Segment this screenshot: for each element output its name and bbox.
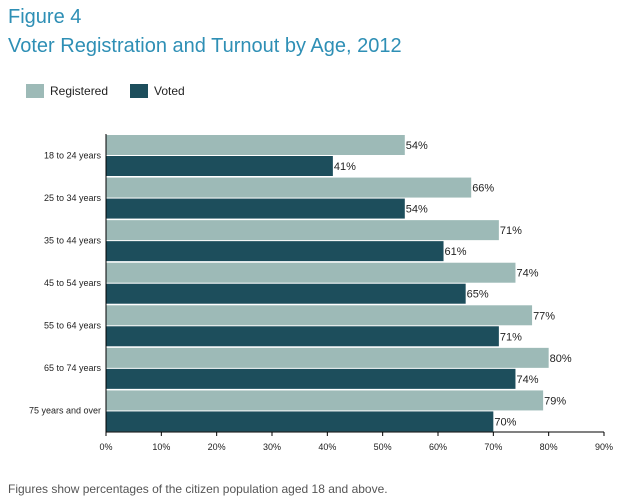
legend: Registered Voted xyxy=(26,84,207,98)
bar-voted-4 xyxy=(106,326,499,347)
bar-registered-0 xyxy=(106,135,405,155)
category-label-6: 75 years and over xyxy=(29,406,101,416)
category-label-4: 55 to 64 years xyxy=(44,321,102,331)
data-label-registered-4: 77% xyxy=(533,310,555,322)
x-tick-label-8: 80% xyxy=(540,442,558,452)
x-tick-label-2: 20% xyxy=(208,442,226,452)
x-tick-label-0: 0% xyxy=(99,442,112,452)
bar-voted-6 xyxy=(106,411,494,432)
data-label-registered-5: 80% xyxy=(550,353,572,365)
data-label-voted-5: 74% xyxy=(516,374,538,386)
data-label-registered-6: 79% xyxy=(544,395,566,407)
bar-registered-3 xyxy=(106,262,516,283)
footnote: Figures show percentages of the citizen … xyxy=(8,482,388,496)
data-label-voted-6: 70% xyxy=(494,416,516,428)
data-label-registered-1: 66% xyxy=(472,183,494,195)
bar-voted-1 xyxy=(106,198,405,219)
bar-registered-4 xyxy=(106,305,533,326)
data-label-registered-0: 54% xyxy=(406,140,428,152)
category-label-2: 35 to 44 years xyxy=(44,235,102,245)
data-label-voted-0: 41% xyxy=(334,161,356,173)
legend-item-voted: Voted xyxy=(130,84,185,98)
bar-registered-1 xyxy=(106,177,472,198)
bar-voted-5 xyxy=(106,368,516,389)
category-label-3: 45 to 54 years xyxy=(44,278,102,288)
legend-swatch-registered xyxy=(26,84,44,98)
category-label-1: 25 to 34 years xyxy=(44,193,102,203)
bar-registered-5 xyxy=(106,347,549,368)
chart-title: Voter Registration and Turnout by Age, 2… xyxy=(8,35,402,57)
legend-item-registered: Registered xyxy=(26,84,108,98)
x-tick-label-4: 40% xyxy=(318,442,336,452)
x-tick-label-9: 90% xyxy=(595,442,613,452)
x-tick-label-7: 70% xyxy=(484,442,502,452)
x-tick-label-6: 60% xyxy=(429,442,447,452)
bar-voted-2 xyxy=(106,241,444,262)
category-label-0: 18 to 24 years xyxy=(44,150,102,160)
legend-label-registered: Registered xyxy=(50,84,109,98)
data-label-voted-4: 71% xyxy=(500,331,522,343)
bar-registered-2 xyxy=(106,220,499,241)
legend-label-voted: Voted xyxy=(154,84,185,98)
bar-registered-6 xyxy=(106,390,544,411)
bar-voted-3 xyxy=(106,283,466,304)
data-label-voted-1: 54% xyxy=(406,204,428,216)
figure-label: Figure 4 xyxy=(8,6,82,28)
x-tick-label-3: 30% xyxy=(263,442,281,452)
data-label-voted-3: 65% xyxy=(467,289,489,301)
x-tick-label-1: 10% xyxy=(152,442,170,452)
data-label-registered-2: 71% xyxy=(500,225,522,237)
bar-voted-0 xyxy=(106,156,333,176)
category-label-5: 65 to 74 years xyxy=(44,363,102,373)
data-label-voted-2: 61% xyxy=(445,246,467,258)
x-tick-label-5: 50% xyxy=(374,442,392,452)
legend-swatch-voted xyxy=(130,84,149,98)
data-label-registered-3: 74% xyxy=(516,268,538,280)
